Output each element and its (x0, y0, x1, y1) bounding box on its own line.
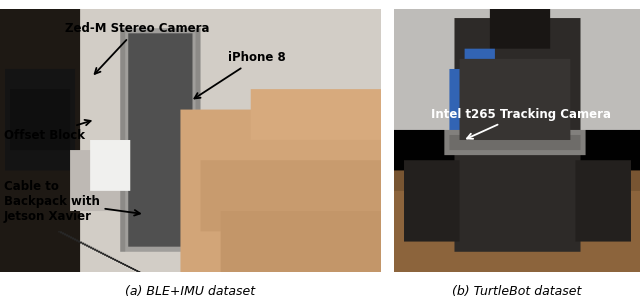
Text: iPhone 8: iPhone 8 (195, 51, 286, 98)
Text: Cable to
Backpack with
Jetson Xavier: Cable to Backpack with Jetson Xavier (4, 180, 140, 223)
Text: Zed-M Stereo Camera: Zed-M Stereo Camera (65, 22, 209, 74)
Text: (b) TurtleBot dataset: (b) TurtleBot dataset (452, 285, 582, 298)
Text: Offset Block: Offset Block (4, 120, 91, 142)
Text: Intel t265 Tracking Camera: Intel t265 Tracking Camera (431, 108, 611, 139)
Text: (a) BLE+IMU dataset: (a) BLE+IMU dataset (125, 285, 255, 298)
